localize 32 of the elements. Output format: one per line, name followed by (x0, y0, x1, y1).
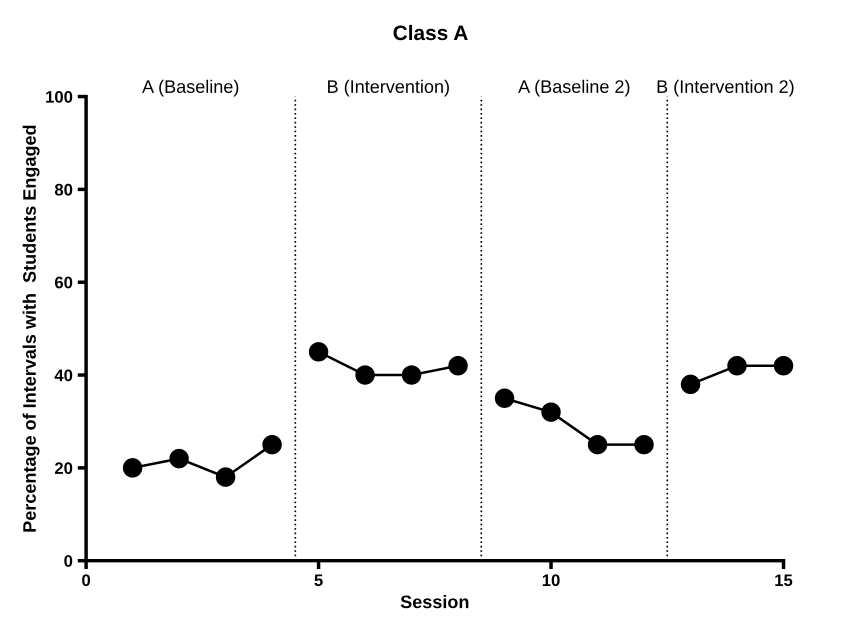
point (308, 342, 328, 362)
point (494, 388, 514, 408)
point (680, 374, 700, 394)
y-tick-label: 80 (54, 184, 72, 196)
text: A (Baseline 2) (518, 80, 630, 97)
point (541, 402, 561, 422)
x-tick-label: 10 (542, 574, 560, 586)
point (262, 434, 282, 454)
text: B (Intervention) (328, 80, 449, 97)
point (448, 356, 468, 376)
x-tick-label: 15 (775, 574, 792, 586)
x-tick-label: 5 (314, 574, 323, 586)
point (355, 365, 375, 385)
point (122, 458, 142, 478)
point (216, 467, 236, 487)
point (727, 356, 747, 376)
y-tick-label: 0 (64, 555, 72, 567)
y-tick-label: 20 (54, 462, 72, 474)
text: A (Baseline) (142, 80, 238, 97)
x-tick-label: 0 (82, 574, 90, 586)
chart-title: Class A (394, 24, 468, 40)
y-tick-label: 100 (46, 90, 72, 103)
y-tick-label: 60 (54, 276, 72, 288)
y-tick-label: 40 (54, 369, 72, 382)
point (774, 356, 794, 376)
point (402, 365, 422, 385)
point (634, 434, 654, 454)
point (169, 448, 189, 468)
x-axis-title: Session (400, 594, 468, 608)
text: B (Intervention 2) (658, 80, 794, 97)
y-axis-title: Percentage of Intervals with Students Engaged (22, 126, 40, 532)
point (588, 434, 608, 454)
